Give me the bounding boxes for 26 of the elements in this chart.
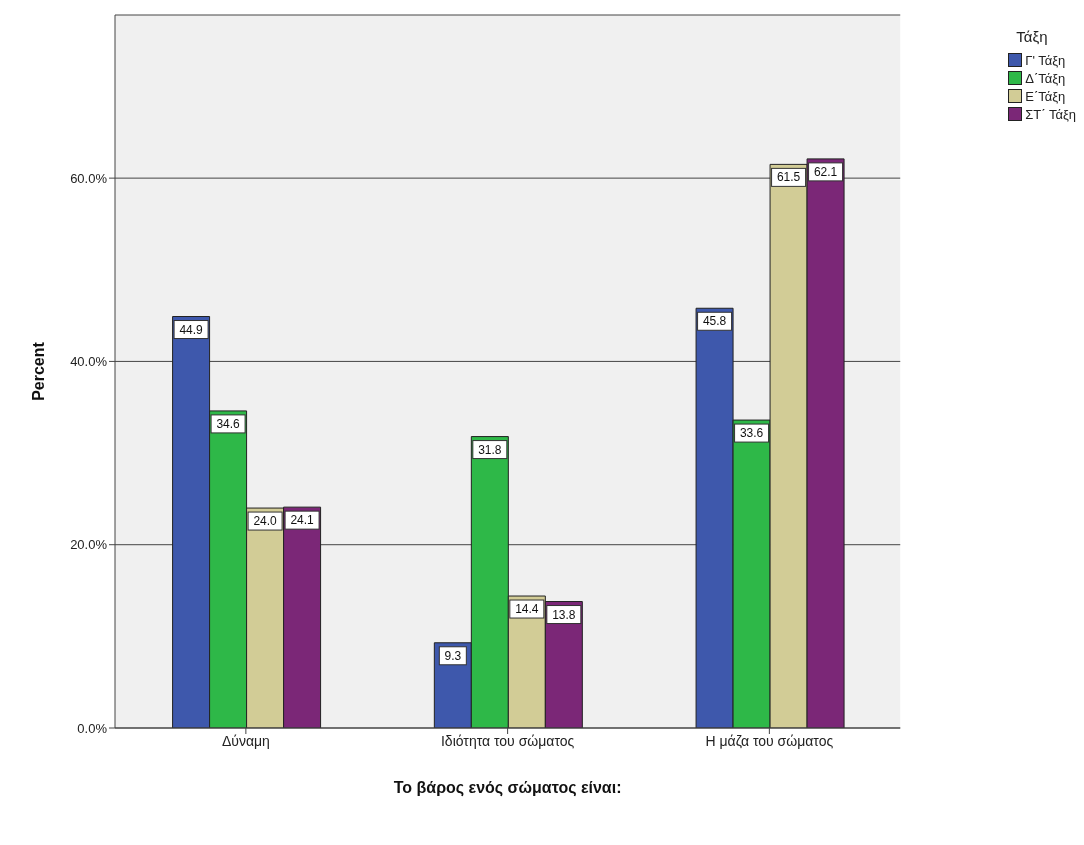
data-label: 24.0 xyxy=(253,514,278,529)
data-label: 13.8 xyxy=(552,607,576,622)
legend-label: Γ' Τάξη xyxy=(1025,52,1066,68)
data-label: 14.4 xyxy=(515,602,539,617)
y-axis-title: Percent xyxy=(29,341,47,401)
y-tick-label: 40.0% xyxy=(70,354,108,370)
y-tick-label: 60.0% xyxy=(70,170,108,186)
legend-label: Ε΄Τάξη xyxy=(1025,88,1066,104)
data-label: 45.8 xyxy=(702,314,727,329)
data-label: 31.8 xyxy=(478,442,502,457)
data-label: 62.1 xyxy=(813,164,838,179)
y-tick-label: 0.0% xyxy=(77,720,108,736)
x-tick-label: Ιδιότητα του σώματος xyxy=(440,732,575,749)
data-label: 44.9 xyxy=(179,322,204,337)
legend-label: ΣΤ΄ Τάξη xyxy=(1025,106,1076,122)
data-label: 9.3 xyxy=(444,648,462,663)
data-label: 34.6 xyxy=(216,416,241,431)
legend-label: Δ΄Τάξη xyxy=(1025,70,1066,86)
legend-title: Τάξη xyxy=(1016,28,1049,45)
x-axis-title: Το βάρος ενός σώματος είναι: xyxy=(393,779,622,797)
data-label: 61.5 xyxy=(776,170,801,185)
y-tick-label: 20.0% xyxy=(70,537,108,553)
x-tick-label: Δύναμη xyxy=(221,732,270,749)
x-tick-label: Η μάζα του σώματος xyxy=(705,732,834,749)
data-label: 33.6 xyxy=(739,426,764,441)
data-label: 24.1 xyxy=(290,513,315,528)
